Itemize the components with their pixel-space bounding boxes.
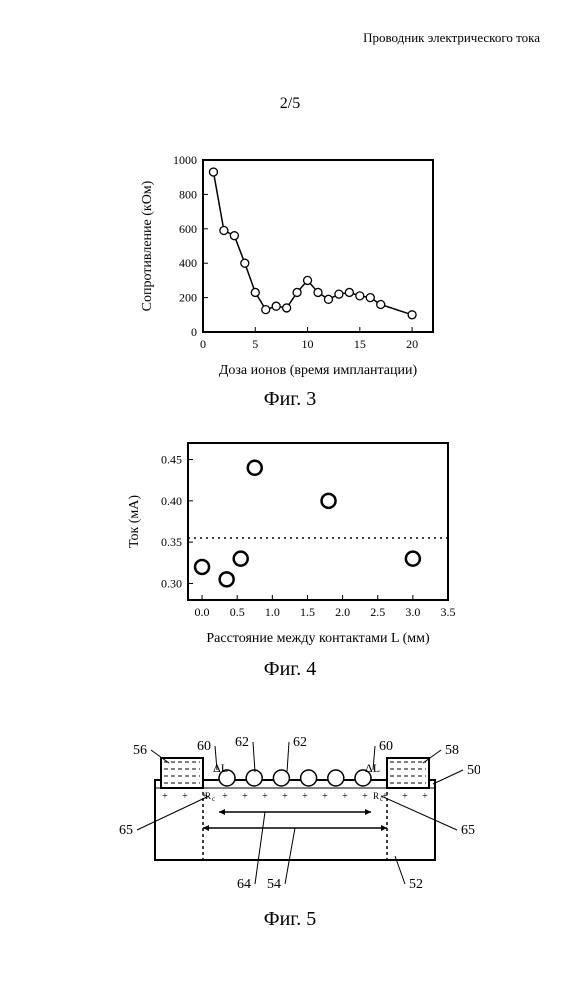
svg-text:400: 400 — [179, 256, 197, 270]
svg-text:ΔL: ΔL — [213, 761, 228, 775]
svg-text:0.30: 0.30 — [161, 576, 182, 590]
svg-text:c: c — [212, 795, 215, 803]
fig4-chart: 0.30 0.35 0.40 0.45 0.0 0.5 1.0 1.5 2.0 2.5 3.0 3.5… — [120, 435, 460, 650]
svg-text:65: 65 — [119, 823, 133, 838]
svg-text:54: 54 — [267, 877, 281, 892]
svg-text:62: 62 — [293, 735, 307, 750]
svg-text:3.0: 3.0 — [405, 605, 420, 619]
svg-text:60: 60 — [379, 739, 393, 754]
fig3-chart: 0 200 400 600 800 1000 0 5 10 15 20 Доза ионов (вре… — [135, 150, 445, 380]
svg-text:R: R — [373, 791, 379, 801]
header-title: Проводник электрического тока — [363, 30, 540, 46]
svg-text:0.5: 0.5 — [230, 605, 245, 619]
svg-text:1.5: 1.5 — [300, 605, 315, 619]
svg-text:2.0: 2.0 — [335, 605, 350, 619]
fig5-caption: Фиг. 5 — [100, 908, 480, 931]
svg-text:65: 65 — [461, 823, 475, 838]
svg-text:0: 0 — [191, 325, 197, 339]
page-number: 2/5 — [280, 95, 300, 113]
figure-5: ++++++++++++++ΔLΔLRcRc566062626058506565… — [100, 720, 480, 931]
svg-text:2.5: 2.5 — [370, 605, 385, 619]
figure-3: 0 200 400 600 800 1000 0 5 10 15 20 Доза ионов (вре… — [135, 150, 445, 411]
fig3-caption: Фиг. 3 — [135, 388, 445, 411]
svg-text:0: 0 — [200, 337, 206, 351]
svg-text:+: + — [222, 791, 228, 802]
svg-text:0.35: 0.35 — [161, 535, 182, 549]
svg-text:5: 5 — [252, 337, 258, 351]
svg-text:1000: 1000 — [173, 153, 197, 167]
fig4-caption: Фиг. 4 — [120, 658, 460, 681]
svg-text:1.0: 1.0 — [265, 605, 280, 619]
svg-text:+: + — [302, 791, 308, 802]
svg-text:Ток (мА): Ток (мА) — [127, 495, 142, 548]
svg-text:62: 62 — [235, 735, 249, 750]
svg-text:+: + — [162, 791, 168, 802]
svg-text:Сопротивление (кОм): Сопротивление (кОм) — [140, 180, 155, 311]
svg-text:0.45: 0.45 — [161, 453, 182, 467]
svg-text:64: 64 — [237, 877, 251, 892]
figure-4: 0.30 0.35 0.40 0.45 0.0 0.5 1.0 1.5 2.0 2.5 3.0 3.5… — [120, 435, 460, 681]
svg-text:58: 58 — [445, 743, 459, 758]
svg-text:+: + — [342, 791, 348, 802]
svg-text:0.0: 0.0 — [195, 605, 210, 619]
svg-text:15: 15 — [354, 337, 366, 351]
svg-text:60: 60 — [197, 739, 211, 754]
svg-text:+: + — [422, 791, 428, 802]
svg-text:+: + — [322, 791, 328, 802]
svg-text:20: 20 — [406, 337, 418, 351]
fig5-schematic: ++++++++++++++ΔLΔLRcRc566062626058506565… — [100, 720, 480, 900]
svg-text:ΔL: ΔL — [365, 761, 380, 775]
svg-text:800: 800 — [179, 187, 197, 201]
svg-text:10: 10 — [302, 337, 314, 351]
svg-text:56: 56 — [133, 743, 147, 758]
svg-text:52: 52 — [409, 877, 423, 892]
svg-text:+: + — [282, 791, 288, 802]
svg-text:50: 50 — [467, 763, 480, 778]
svg-text:0.40: 0.40 — [161, 494, 182, 508]
svg-text:Доза ионов (время имплантации): Доза ионов (время имплантации) — [219, 363, 418, 378]
svg-text:Расстояние между контактами L: Расстояние между контактами L (мм) — [206, 631, 430, 646]
svg-text:+: + — [362, 791, 368, 802]
svg-text:200: 200 — [179, 291, 197, 305]
svg-text:+: + — [242, 791, 248, 802]
svg-text:+: + — [402, 791, 408, 802]
svg-text:3.5: 3.5 — [441, 605, 456, 619]
svg-text:+: + — [182, 791, 188, 802]
svg-text:600: 600 — [179, 222, 197, 236]
svg-text:+: + — [262, 791, 268, 802]
